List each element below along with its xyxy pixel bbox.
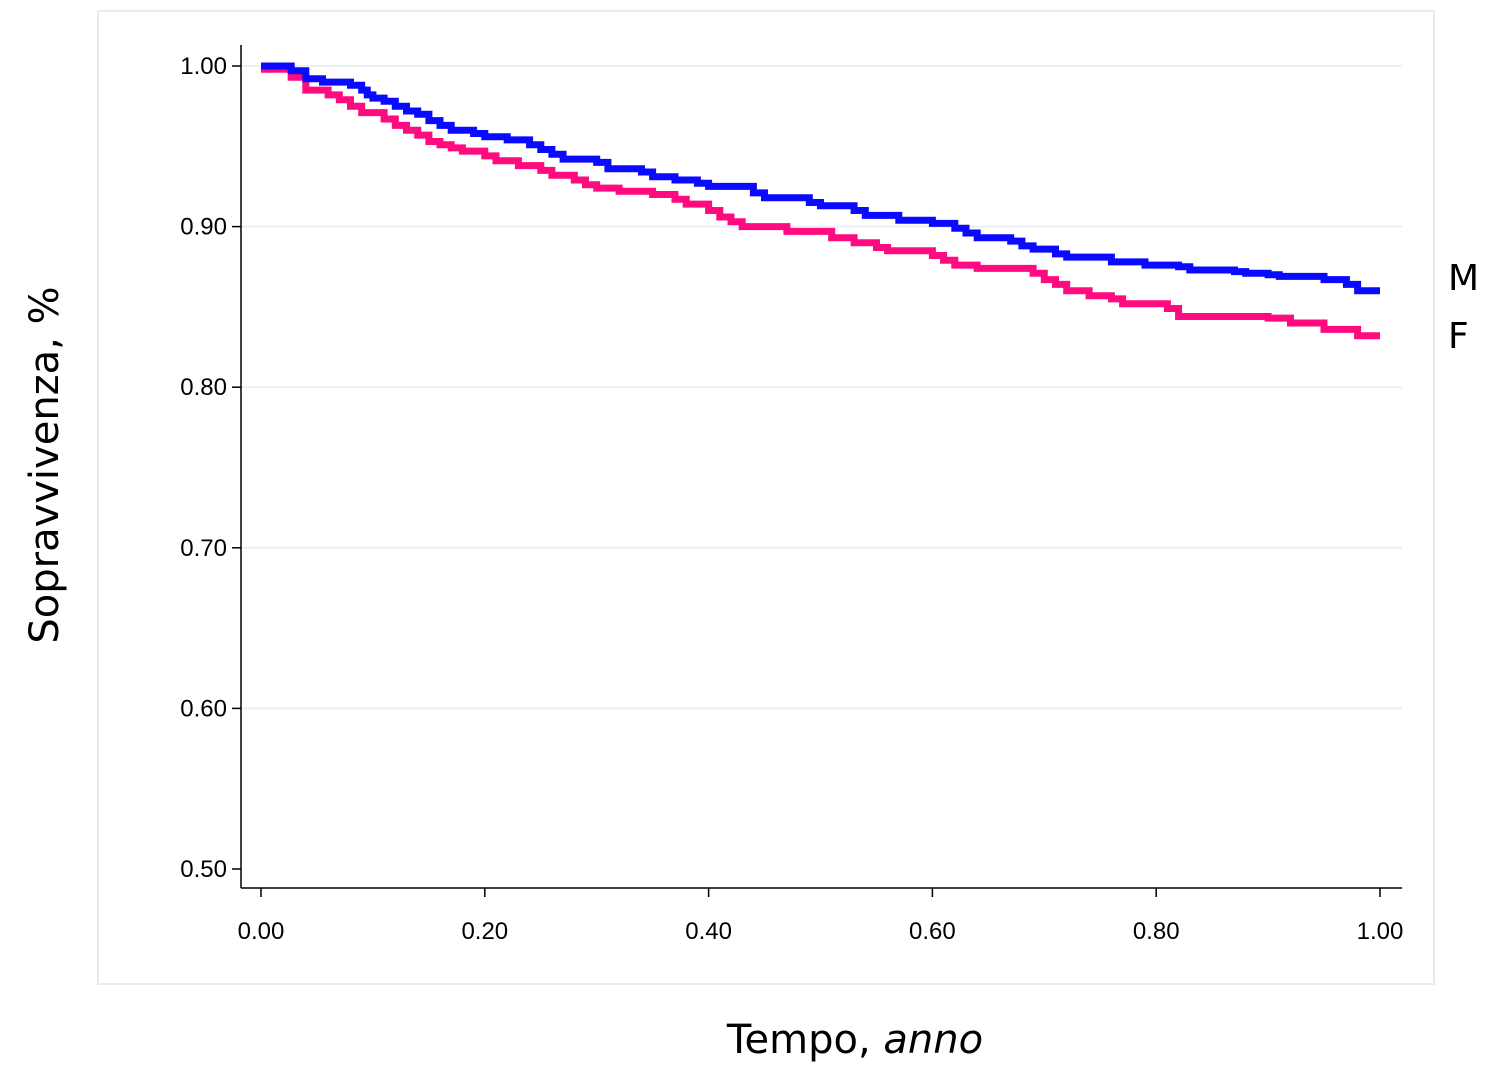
series-line-m [261, 62, 1380, 295]
axes [240, 45, 1402, 889]
chart-frame [97, 10, 1435, 985]
y-tick-label: 1.00 [180, 53, 227, 80]
y-tick-label: 0.90 [180, 214, 227, 241]
y-axis-label: Sopravvivenza, % [22, 286, 68, 644]
x-axis-label-main: Tempo, [726, 1017, 871, 1063]
x-tick-label: 0.40 [685, 918, 732, 945]
x-axis-label-unit: anno [870, 1017, 984, 1063]
x-tick-label: 1.00 [1357, 918, 1404, 945]
series-label-f: F [1448, 316, 1469, 357]
y-tick-label: 0.80 [180, 374, 227, 401]
ticks: 0.50 0.60 0.70 0.80 0.90 1.00 0.00 0.20 0.40 0.60… [180, 53, 1403, 945]
x-tick-label: 0.60 [909, 918, 956, 945]
x-tick-label: 0.20 [461, 918, 508, 945]
series [261, 62, 1380, 340]
gridlines [241, 65, 1402, 710]
x-tick-label: 0.80 [1133, 918, 1180, 945]
series-label-m: M [1448, 258, 1480, 299]
y-tick-label: 0.60 [180, 695, 227, 722]
x-tick-label: 0.00 [238, 918, 285, 945]
x-axis-label: Tempo, anno [727, 1017, 983, 1063]
y-tick-label: 0.50 [180, 856, 227, 883]
y-tick-label: 0.70 [180, 535, 227, 562]
series-line-f [261, 65, 1380, 340]
